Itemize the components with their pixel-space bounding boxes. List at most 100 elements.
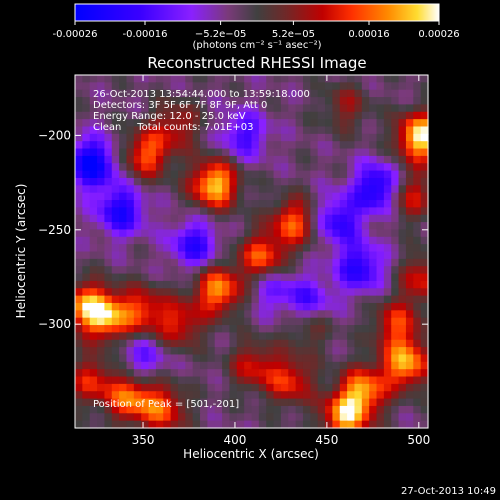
heatmap-cell xyxy=(405,170,414,179)
heatmap-cell xyxy=(295,104,304,113)
heatmap-cell xyxy=(89,185,98,194)
heatmap-cell xyxy=(332,302,341,311)
heatmap-cell xyxy=(280,89,289,98)
heatmap-cell xyxy=(339,192,348,201)
heatmap-cell xyxy=(302,126,311,135)
heatmap-cell xyxy=(148,266,157,275)
heatmap-cell xyxy=(354,89,363,98)
heatmap-cell xyxy=(177,104,186,113)
heatmap-cell xyxy=(369,383,378,392)
heatmap-cell xyxy=(317,163,326,172)
heatmap-cell xyxy=(133,383,142,392)
heatmap-cell xyxy=(354,295,363,304)
heatmap-cell xyxy=(302,97,311,106)
heatmap-cell xyxy=(126,192,135,201)
heatmap-cell xyxy=(89,295,98,304)
heatmap-cell xyxy=(192,126,201,135)
heatmap-cell xyxy=(200,207,208,216)
heatmap-cell xyxy=(200,413,208,422)
heatmap-cell xyxy=(302,339,311,348)
heatmap-cell xyxy=(347,185,356,194)
heatmap-cell xyxy=(75,288,83,297)
heatmap-cell xyxy=(295,207,304,216)
heatmap-cell xyxy=(332,192,341,201)
heatmap-cell xyxy=(288,383,297,392)
heatmap-cell xyxy=(302,325,311,333)
heatmap-cell xyxy=(163,266,172,275)
heatmap-cell xyxy=(251,332,260,341)
heatmap-cell xyxy=(347,251,356,260)
heatmap-cell xyxy=(126,185,135,194)
heatmap-cell xyxy=(280,236,289,245)
heatmap-cell xyxy=(369,302,378,311)
heatmap-cell xyxy=(104,383,113,392)
heatmap-cell xyxy=(244,280,253,289)
heatmap-cell xyxy=(325,148,333,157)
heatmap-cell xyxy=(141,391,150,400)
heatmap-cell xyxy=(229,383,238,392)
heatmap-cell xyxy=(266,361,275,370)
heatmap-cell xyxy=(244,302,253,311)
heatmap-cell xyxy=(111,398,120,407)
heatmap-cell xyxy=(413,405,422,414)
heatmap-cell xyxy=(133,214,142,223)
heatmap-cell xyxy=(163,405,172,414)
heatmap-cell xyxy=(75,200,83,208)
heatmap-cell xyxy=(222,405,231,414)
heatmap-cell xyxy=(302,89,311,98)
heatmap-cell xyxy=(119,398,128,407)
heatmap-cell xyxy=(398,347,407,356)
heatmap-cell xyxy=(104,75,113,83)
heatmap-cell xyxy=(266,273,275,282)
heatmap-cell xyxy=(82,280,91,289)
heatmap-cell xyxy=(111,177,120,186)
heatmap-cell xyxy=(177,200,186,208)
heatmap-cell xyxy=(75,266,83,275)
heatmap-cell xyxy=(97,214,106,223)
heatmap-cell xyxy=(361,405,370,414)
heatmap-cell xyxy=(185,192,194,201)
heatmap-cell xyxy=(266,170,275,179)
heatmap-cell xyxy=(310,391,319,400)
heatmap-cell xyxy=(192,244,201,253)
heatmap-cell xyxy=(163,214,172,223)
heatmap-cell xyxy=(222,398,231,407)
heatmap-cell xyxy=(170,376,179,385)
heatmap-cell xyxy=(405,273,414,282)
heatmap-cell xyxy=(361,391,370,400)
heatmap-cell xyxy=(325,310,333,319)
heatmap-cell xyxy=(251,89,260,98)
heatmap-cell xyxy=(273,75,282,83)
heatmap-cell xyxy=(119,119,128,128)
heatmap-cell xyxy=(104,391,113,400)
heatmap-cell xyxy=(111,391,120,400)
heatmap-cell xyxy=(325,75,333,83)
heatmap-cell xyxy=(155,244,164,253)
heatmap-cell xyxy=(332,339,341,348)
heatmap-cell xyxy=(376,236,385,245)
heatmap-cell xyxy=(310,383,319,392)
heatmap-cell xyxy=(391,317,400,326)
heatmap-cell xyxy=(251,273,260,282)
heatmap-cell xyxy=(177,133,186,142)
heatmap-cell xyxy=(200,325,208,333)
heatmap-cell xyxy=(398,420,407,429)
heatmap-cell xyxy=(163,376,172,385)
heatmap-cell xyxy=(339,133,348,142)
heatmap-cell xyxy=(398,325,407,333)
heatmap-cell xyxy=(273,295,282,304)
heatmap-cell xyxy=(391,398,400,407)
heatmap-cell xyxy=(236,207,245,216)
heatmap-cell xyxy=(244,339,253,348)
heatmap-cell xyxy=(391,302,400,311)
heatmap-cell xyxy=(288,126,297,135)
heatmap-cell xyxy=(104,192,113,201)
heatmap-cell xyxy=(383,111,392,120)
heatmap-cell xyxy=(258,119,267,128)
heatmap-cell xyxy=(325,104,333,113)
heatmap-cell xyxy=(82,75,91,83)
heatmap-cell xyxy=(141,82,150,91)
heatmap-cell xyxy=(273,214,282,223)
heatmap-cell xyxy=(361,347,370,356)
heatmap-cell xyxy=(288,295,297,304)
